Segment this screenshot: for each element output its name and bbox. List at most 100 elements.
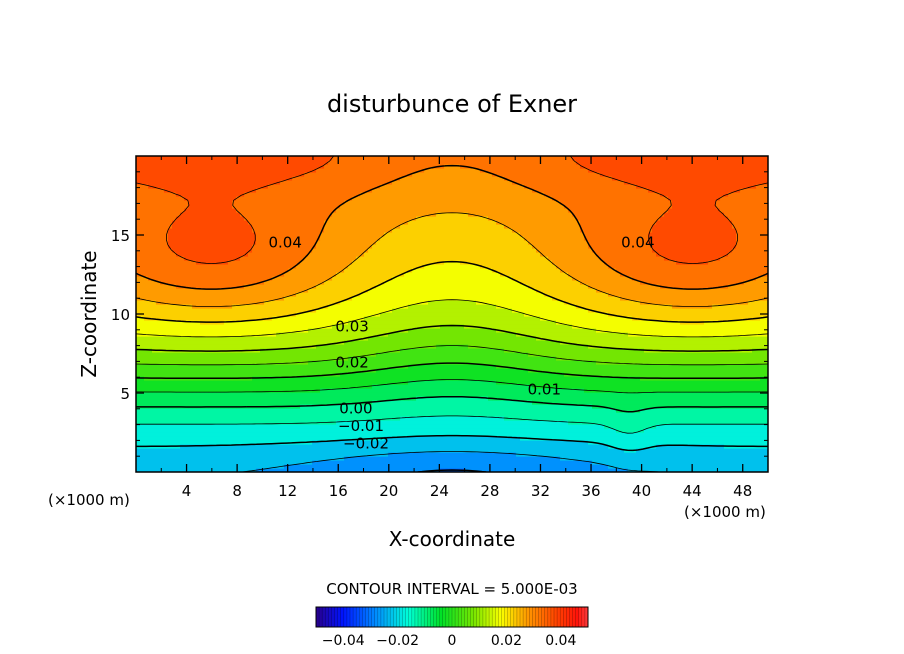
contour-cell [148,364,153,369]
contour-cell [224,352,229,357]
contour-cell [444,460,449,465]
contour-cell [636,360,641,365]
contour-cell [452,404,457,409]
contour-cell [176,388,181,393]
contour-cell [136,464,141,469]
contour-cell [532,452,537,457]
contour-cell [376,448,381,453]
contour-cell [484,444,489,449]
contour-cell [292,432,297,437]
contour-cell [504,372,509,377]
contour-cell [676,392,681,397]
contour-cell [156,460,161,465]
contour-cell [672,448,677,453]
contour-cell [208,440,213,445]
contour-cell [336,404,341,409]
contour-cell [252,392,257,397]
contour-cell [164,468,169,472]
contour-cell [508,360,513,365]
contour-cell [372,424,377,429]
contour-cell [372,412,377,417]
contour-cell [760,416,765,421]
contour-cell [240,388,245,393]
contour-cell [376,360,381,365]
contour-cell [396,400,401,405]
contour-cell [168,464,173,469]
contour-cell [412,412,417,417]
contour-cell [688,464,693,469]
contour-cell [416,452,421,457]
contour-cell [560,384,565,389]
contour-cell [628,392,633,397]
contour-cell [232,440,237,445]
contour-cell [388,368,393,373]
contour-cell [428,428,433,433]
contour-cell [456,352,461,357]
contour-cell [184,368,189,373]
contour-cell [528,440,533,445]
contour-cell [572,408,577,413]
contour-cell [484,388,489,393]
contour-cell [348,432,353,437]
contour-cell [720,432,725,437]
contour-cell [396,404,401,409]
contour-cell [548,392,553,397]
contour-cell [180,464,185,469]
contour-cell [224,364,229,369]
contour-cell [572,404,577,409]
contour-cell [408,420,413,425]
contour-cell [616,388,621,393]
contour-cell [536,364,541,369]
contour-cell [264,452,269,457]
contour-cell [312,380,317,385]
contour-cell [480,364,485,369]
contour-cell [652,396,657,401]
contour-cell [392,428,397,433]
contour-cell [584,408,589,413]
contour-cell [236,424,241,429]
contour-cell [288,364,293,369]
contour-cell [664,380,669,385]
contour-cell [644,380,649,385]
contour-cell [216,440,221,445]
contour-cell [552,432,557,437]
contour-cell [368,408,373,413]
contour-cell [276,464,281,469]
contour-cell [228,416,233,421]
contour-cell [628,352,633,357]
contour-cell [484,356,489,361]
contour-cell [764,368,768,373]
contour-cell [744,428,749,433]
contour-cell [152,456,157,461]
contour-cell [368,404,373,409]
contour-cell [640,448,645,453]
contour-cell [392,448,397,453]
contour-cell [676,452,681,457]
contour-cell [500,384,505,389]
contour-cell [684,380,689,385]
contour-cell [532,364,537,369]
contour-cell [300,456,305,461]
contour-cell [448,464,453,469]
contour-cell [576,392,581,397]
contour-cell [636,368,641,373]
contour-cell [276,416,281,421]
contour-cell [144,396,149,401]
contour-cell [376,356,381,361]
contour-cell [748,388,753,393]
contour-cell [748,396,753,401]
contour-cell [396,420,401,425]
contour-cell [260,356,265,361]
contour-cell [476,444,481,449]
contour-cell [488,372,493,377]
contour-cell [224,448,229,453]
contour-cell [316,464,321,469]
contour-cell [524,372,529,377]
contour-cell [476,468,481,472]
contour-cell [316,424,321,429]
contour-cell [436,384,441,389]
contour-cell [752,456,757,461]
contour-cell [692,460,697,465]
contour-cell [284,440,289,445]
contour-cell [468,464,473,469]
